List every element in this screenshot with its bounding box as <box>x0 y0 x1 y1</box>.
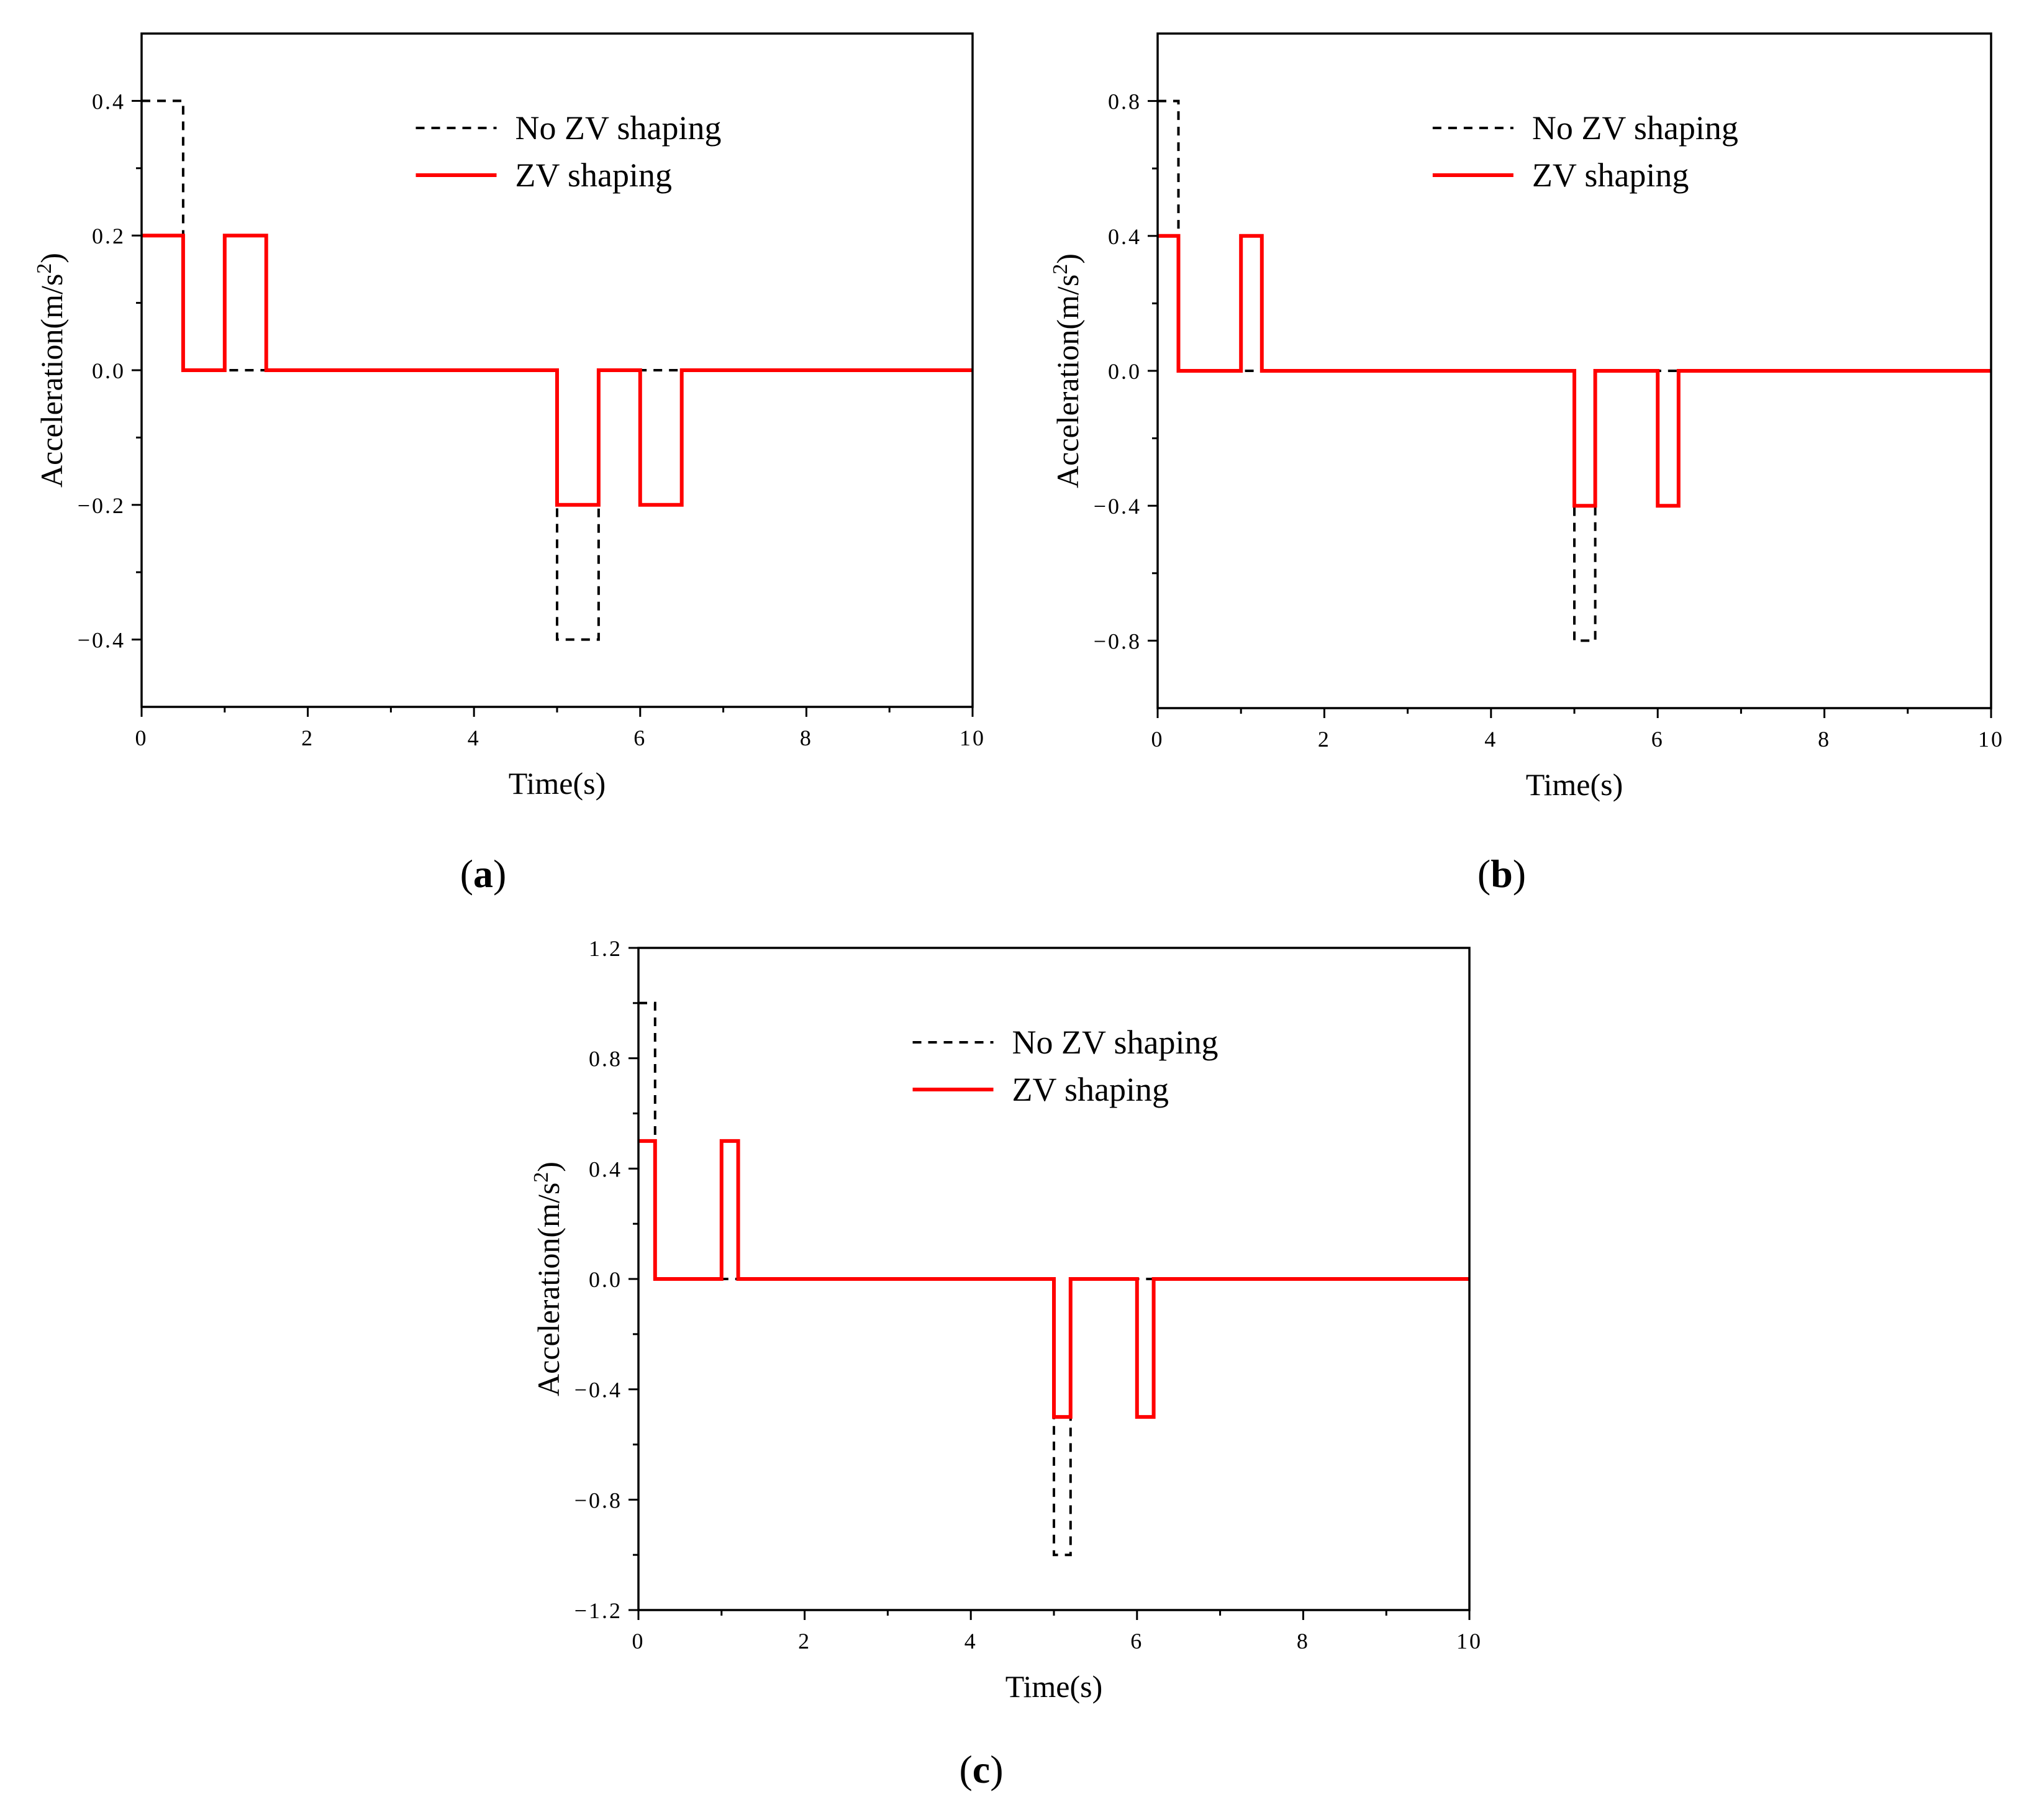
x-tick-label: 2 <box>301 726 314 750</box>
x-tick-label: 0 <box>632 1629 645 1654</box>
x-tick-label: 6 <box>633 726 647 750</box>
x-axis-label: Time(s) <box>509 766 606 801</box>
panel-label: (c) <box>959 1747 1003 1791</box>
legend-label-no-zv: No ZV shaping <box>515 109 722 147</box>
x-tick-label: 2 <box>1318 727 1331 752</box>
panel-label-close: ) <box>493 852 506 896</box>
panel-label-open: ( <box>460 852 473 896</box>
y-tick-label: 0.8 <box>1108 89 1141 114</box>
y-tick-label: −0.4 <box>1094 494 1141 519</box>
series-zv-line <box>1158 234 1991 508</box>
legend: No ZV shaping ZV shaping <box>912 1024 1218 1108</box>
legend-label-no-zv: No ZV shaping <box>1532 109 1738 147</box>
y-tick-label: 0.4 <box>1108 224 1141 249</box>
y-tick-label: −0.4 <box>78 628 125 653</box>
chart-b: 0 2 4 6 8 10 −0.8 −0.4 0.0 0.4 0.8 Time(s) Accelerat… <box>1049 32 2004 896</box>
panel-label-close: ) <box>1513 852 1526 896</box>
y-axis-label-text: Acceleration(m/s <box>531 1183 566 1396</box>
y-axis-label-close: ) <box>1050 253 1085 264</box>
x-tick-label: 4 <box>468 726 481 750</box>
x-tick-label: 0 <box>1151 727 1164 752</box>
panel-label: (b) <box>1477 852 1526 896</box>
legend-label-no-zv: No ZV shaping <box>1012 1024 1218 1061</box>
panel-label-open: ( <box>1477 852 1491 896</box>
y-axis-label-superscript: 2 <box>1049 264 1072 275</box>
y-axis-label-text: Acceleration(m/s <box>1050 275 1085 488</box>
y-axis-label-close: ) <box>34 253 69 263</box>
panel-label: (a) <box>460 852 507 896</box>
y-tick-label: 0.8 <box>589 1047 622 1072</box>
x-tick-label: 6 <box>1651 727 1664 752</box>
panel-label-letter: a <box>473 852 493 896</box>
legend-label-zv: ZV shaping <box>1012 1071 1169 1108</box>
panel-label-letter: b <box>1491 852 1513 896</box>
y-axis-label-text: Acceleration(m/s <box>34 274 69 488</box>
x-tick-label: 10 <box>1456 1629 1482 1654</box>
legend-label-zv: ZV shaping <box>515 157 673 194</box>
x-axis-label: Time(s) <box>1526 767 1623 802</box>
y-tick-label: −0.4 <box>574 1378 622 1403</box>
y-tick-label: 0.4 <box>92 89 125 114</box>
y-axis-label: Acceleration(m/s2) <box>33 253 69 488</box>
x-tick-label: 4 <box>1484 727 1497 752</box>
y-tick-label: 1.2 <box>589 936 622 961</box>
legend-label-zv: ZV shaping <box>1532 157 1689 194</box>
x-tick-label: 8 <box>800 726 813 750</box>
y-tick-label: 0.0 <box>92 358 125 383</box>
panel-label-letter: c <box>973 1747 990 1791</box>
series-zv-line <box>142 234 973 507</box>
chart-a: 0 2 4 6 8 10 −0.4 −0.2 0.0 0.2 0.4 Time(s) Accelerat… <box>33 32 986 896</box>
y-tick-label: 0.4 <box>589 1157 622 1181</box>
x-tick-label: 4 <box>964 1629 978 1654</box>
series-zv-line <box>638 1139 1469 1419</box>
x-tick-label: 10 <box>1978 727 2004 752</box>
chart-c: 0 2 4 6 8 10 −1.2 −0.8 −0.4 0.0 0.4 0.8 1.2 Time(s) Ac… <box>530 936 1482 1791</box>
y-tick-label: −0.2 <box>78 493 125 518</box>
y-axis-label: Acceleration(m/s2) <box>1049 253 1085 488</box>
y-tick-label: 0.0 <box>1108 359 1141 384</box>
x-tick-label: 6 <box>1130 1629 1143 1654</box>
y-tick-label: −0.8 <box>1094 629 1141 653</box>
x-tick-label: 8 <box>1297 1629 1310 1654</box>
y-axis-label-superscript: 2 <box>530 1172 553 1183</box>
x-tick-label: 2 <box>798 1629 811 1654</box>
y-axis-label-close: ) <box>531 1162 566 1172</box>
x-tick-label: 0 <box>135 726 148 750</box>
panel-label-open: ( <box>959 1747 972 1791</box>
legend: No ZV shaping ZV shaping <box>1432 109 1738 194</box>
x-axis-label: Time(s) <box>1005 1669 1103 1704</box>
legend: No ZV shaping ZV shaping <box>415 109 722 194</box>
y-tick-label: 0.0 <box>589 1267 622 1292</box>
y-axis-label: Acceleration(m/s2) <box>530 1162 566 1396</box>
y-tick-label: 0.2 <box>92 224 125 248</box>
y-axis-label-superscript: 2 <box>33 263 56 274</box>
x-tick-label: 10 <box>960 726 986 750</box>
x-tick-label: 8 <box>1818 727 1831 752</box>
y-tick-label: −0.8 <box>574 1488 622 1513</box>
y-tick-label: −1.2 <box>574 1598 622 1623</box>
panel-label-close: ) <box>990 1747 1003 1791</box>
